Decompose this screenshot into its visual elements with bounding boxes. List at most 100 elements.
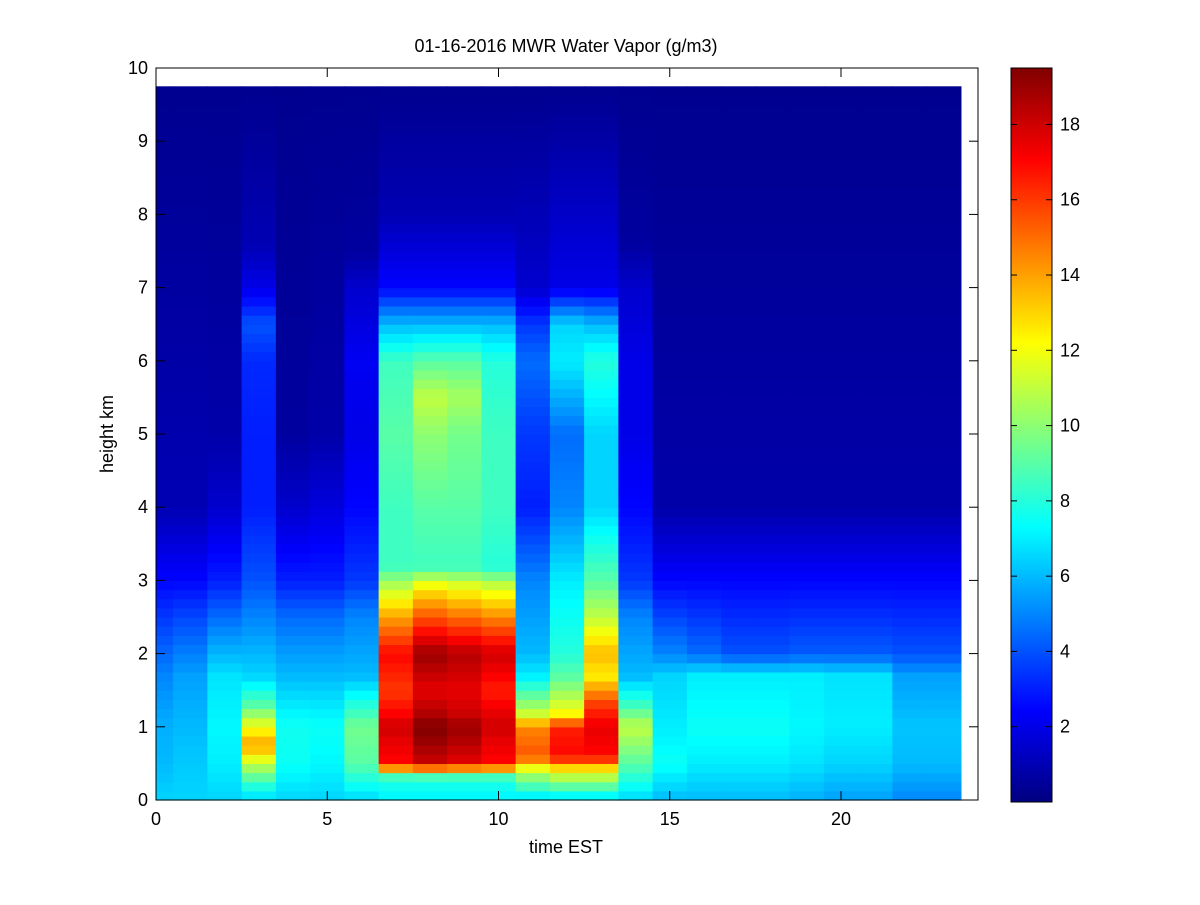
heatmap-cell — [275, 671, 311, 682]
heatmap-cell — [823, 635, 859, 646]
heatmap-cell — [378, 360, 414, 371]
heatmap-cell — [310, 534, 345, 545]
heatmap-cell — [515, 86, 551, 97]
heatmap-cell — [789, 113, 825, 124]
heatmap-cell — [173, 186, 208, 197]
heatmap-cell — [652, 681, 688, 691]
heatmap-cell — [755, 525, 791, 536]
heatmap-cell — [447, 607, 482, 618]
heatmap-cell — [447, 113, 482, 124]
heatmap-cell — [412, 196, 448, 206]
heatmap-cell — [926, 671, 962, 682]
heatmap-cell — [686, 653, 722, 664]
heatmap-cell — [447, 351, 482, 362]
heatmap-cell — [275, 113, 311, 124]
heatmap-cell — [789, 214, 825, 225]
heatmap-cell — [823, 516, 859, 527]
heatmap-cell — [892, 150, 928, 161]
heatmap-cell — [686, 562, 722, 572]
heatmap-cell — [926, 360, 962, 371]
heatmap-cell — [412, 635, 448, 646]
heatmap-cell — [755, 498, 791, 508]
heatmap-cell — [789, 452, 825, 463]
heatmap-cell — [823, 186, 859, 197]
heatmap-cell — [858, 443, 893, 453]
heatmap-cell — [515, 186, 551, 197]
heatmap-cell — [241, 470, 277, 481]
heatmap-cell — [275, 186, 311, 197]
heatmap-cell — [275, 735, 311, 746]
heatmap-cell — [652, 452, 688, 463]
heatmap-cell — [241, 186, 277, 197]
heatmap-cell — [481, 177, 517, 188]
heatmap-cell — [344, 461, 380, 472]
heatmap-cell — [275, 644, 311, 655]
heatmap-cell — [618, 671, 654, 682]
heatmap-cell — [755, 671, 791, 682]
heatmap-cell — [412, 479, 448, 490]
heatmap-cell — [926, 159, 962, 170]
heatmap-cell — [173, 223, 208, 234]
heatmap-cell — [310, 241, 345, 252]
heatmap-cell — [892, 452, 928, 463]
heatmap-cell — [823, 580, 859, 591]
heatmap-cell — [344, 580, 380, 591]
heatmap-cell — [241, 296, 277, 307]
heatmap-cell — [618, 150, 654, 161]
heatmap-cell — [156, 251, 174, 261]
heatmap-cell — [156, 205, 174, 215]
heatmap-cell — [755, 379, 791, 389]
heatmap-cell — [926, 626, 962, 636]
heatmap-cell — [721, 333, 756, 344]
heatmap-cell — [549, 470, 585, 481]
heatmap-cell — [310, 699, 345, 710]
heatmap-cell — [310, 662, 345, 673]
heatmap-cell — [789, 763, 825, 774]
heatmap-cell — [241, 434, 277, 444]
heatmap-cell — [892, 617, 928, 627]
heatmap-cell — [344, 196, 380, 206]
heatmap-cell — [481, 424, 517, 435]
heatmap-cell — [652, 498, 688, 508]
heatmap-cell — [515, 745, 551, 755]
heatmap-cell — [447, 424, 482, 435]
heatmap-cell — [156, 132, 174, 142]
heatmap-cell — [686, 635, 722, 646]
heatmap-cell — [515, 159, 551, 170]
heatmap-cell — [412, 790, 448, 801]
heatmap-cell — [858, 617, 893, 627]
heatmap-cell — [515, 790, 551, 801]
heatmap-cell — [173, 772, 208, 783]
heatmap-cell — [858, 479, 893, 490]
heatmap-cell — [892, 552, 928, 563]
heatmap-cell — [584, 479, 619, 490]
heatmap-cell — [515, 498, 551, 508]
heatmap-cell — [584, 86, 619, 97]
heatmap-cell — [481, 525, 517, 536]
heatmap-cell — [686, 406, 722, 417]
heatmap-cell — [686, 735, 722, 746]
heatmap-cell — [584, 132, 619, 142]
heatmap-cell — [173, 644, 208, 655]
heatmap-cell — [481, 726, 517, 737]
heatmap-cell — [275, 214, 311, 225]
heatmap-cell — [447, 214, 482, 225]
heatmap-cell — [584, 772, 619, 783]
heatmap-cell — [652, 644, 688, 655]
heatmap-cell — [618, 781, 654, 792]
heatmap-cell — [549, 552, 585, 563]
heatmap-cell — [618, 415, 654, 426]
heatmap-cell — [275, 269, 311, 280]
x-tick-label: 0 — [151, 809, 161, 829]
heatmap-cell — [412, 772, 448, 783]
heatmap-cell — [549, 607, 585, 618]
heatmap-cell — [241, 598, 277, 609]
heatmap-cell — [618, 196, 654, 206]
heatmap-cell — [789, 379, 825, 389]
heatmap-cell — [721, 598, 756, 609]
heatmap-cell — [344, 671, 380, 682]
heatmap-cell — [618, 424, 654, 435]
heatmap-cell — [926, 415, 962, 426]
heatmap-cell — [721, 150, 756, 161]
heatmap-cell — [447, 434, 482, 444]
